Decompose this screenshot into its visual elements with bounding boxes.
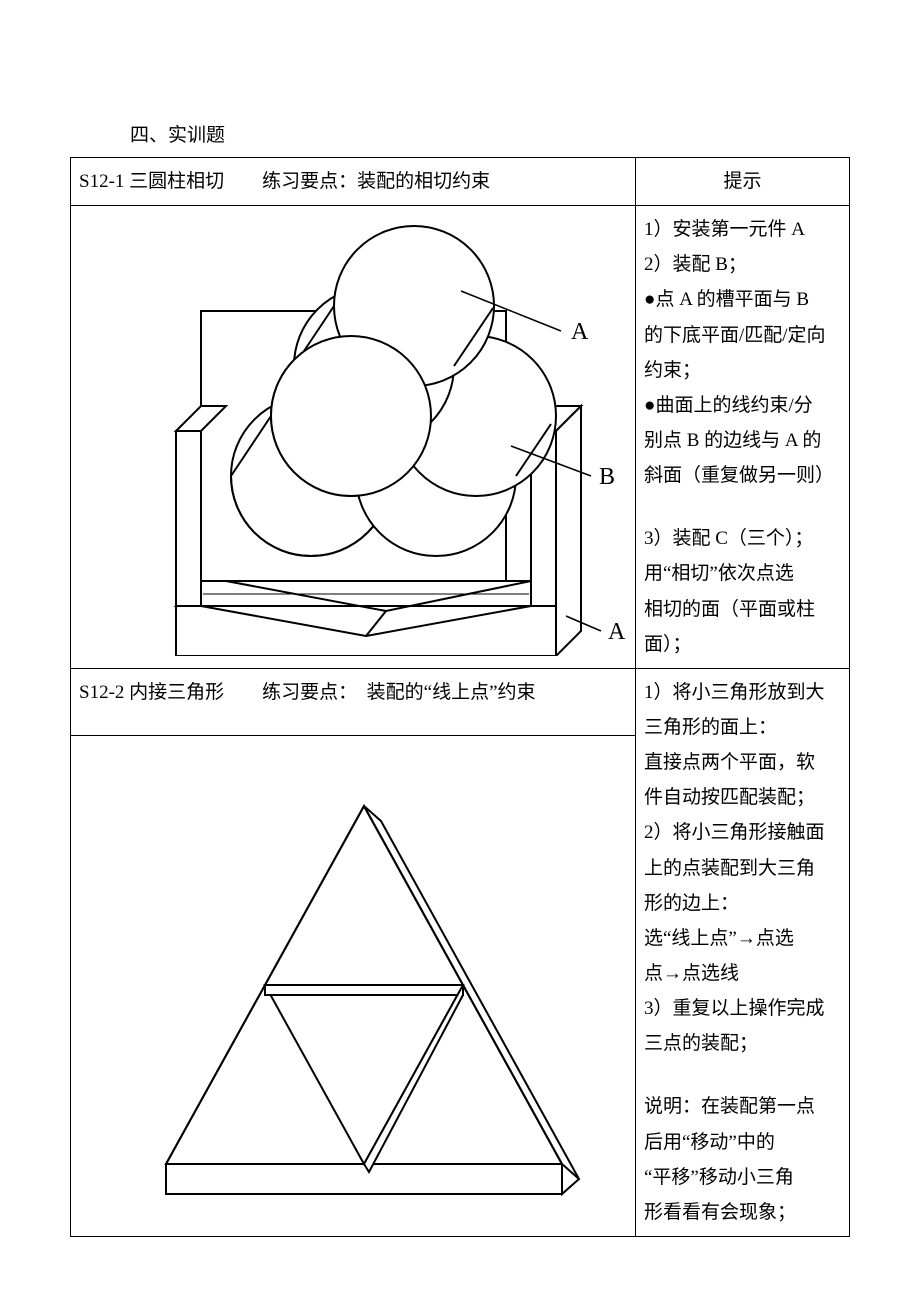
row1-right-header: 提示 bbox=[636, 158, 850, 206]
hint-line: 3）重复以上操作完成 bbox=[644, 991, 841, 1026]
row1-hints: 1）安装第一元件 A2）装配 B；●点 A 的槽平面与 B的下底平面/匹配/定向… bbox=[636, 206, 850, 669]
section-title: 四、实训题 bbox=[130, 120, 850, 147]
hint-gap bbox=[644, 493, 841, 521]
hint-line: ●点 A 的槽平面与 B bbox=[644, 282, 841, 317]
hint-gap bbox=[644, 1061, 841, 1089]
row2-left-header: S12-2 内接三角形 练习要点： 装配的“线上点”约束 bbox=[71, 668, 636, 735]
exercise-table: S12-1 三圆柱相切 练习要点：装配的相切约束 提示 bbox=[70, 157, 850, 1237]
hint-line: 的下底平面/匹配/定向 bbox=[644, 318, 841, 353]
row2-hints: 1）将小三角形放到大三角形的面上：直接点两个平面，软件自动按匹配装配；2）将小三… bbox=[636, 668, 850, 1236]
hint-line: 2）将小三角形接触面 bbox=[644, 815, 841, 850]
hint-line: 1）安装第一元件 A bbox=[644, 212, 841, 247]
hint-line: 三点的装配； bbox=[644, 1026, 841, 1061]
hint-line: ●曲面上的线约束/分 bbox=[644, 388, 841, 423]
hint-line: “平移”移动小三角 bbox=[644, 1160, 841, 1195]
hint-line: 相切的面（平面或柱 bbox=[644, 592, 841, 627]
label-A-top: A bbox=[571, 319, 589, 345]
hint-line: 说明：在装配第一点 bbox=[644, 1089, 841, 1124]
row1-diagram-cell: A B A bbox=[71, 206, 636, 669]
cylinders-diagram: A B A bbox=[81, 216, 626, 656]
hint-line: 直接点两个平面，软 bbox=[644, 745, 841, 780]
hint-line: 约束； bbox=[644, 353, 841, 388]
hint-line: 面）； bbox=[644, 627, 841, 662]
hint-line: 3）装配 C（三个）； bbox=[644, 521, 841, 556]
hint-line: 后用“移动”中的 bbox=[644, 1125, 841, 1160]
label-A-bottom: A bbox=[608, 619, 626, 645]
hint-line: 件自动按匹配装配； bbox=[644, 780, 841, 815]
page: 四、实训题 S12-1 三圆柱相切 练习要点：装配的相切约束 提示 bbox=[0, 0, 920, 1302]
hint-line: 三角形的面上： bbox=[644, 710, 841, 745]
hint-line: 别点 B 的边线与 A 的 bbox=[644, 423, 841, 458]
hint-line: 2）装配 B； bbox=[644, 247, 841, 282]
row2-diagram-cell bbox=[71, 735, 636, 1236]
hint-line: 形的边上： bbox=[644, 886, 841, 921]
hint-line: 用“相切”依次点选 bbox=[644, 556, 841, 591]
hint-line: 上的点装配到大三角 bbox=[644, 851, 841, 886]
triangles-diagram bbox=[81, 746, 626, 1226]
hint-line: 点→点选线 bbox=[644, 956, 841, 991]
hint-line: 斜面（重复做另一则） bbox=[644, 458, 841, 493]
hint-line: 选“线上点”→点选 bbox=[644, 921, 841, 956]
row1-left-header: S12-1 三圆柱相切 练习要点：装配的相切约束 bbox=[71, 158, 636, 206]
hint-line: 1）将小三角形放到大 bbox=[644, 675, 841, 710]
label-B: B bbox=[599, 464, 615, 490]
hint-line: 形看看有会现象； bbox=[644, 1195, 841, 1230]
